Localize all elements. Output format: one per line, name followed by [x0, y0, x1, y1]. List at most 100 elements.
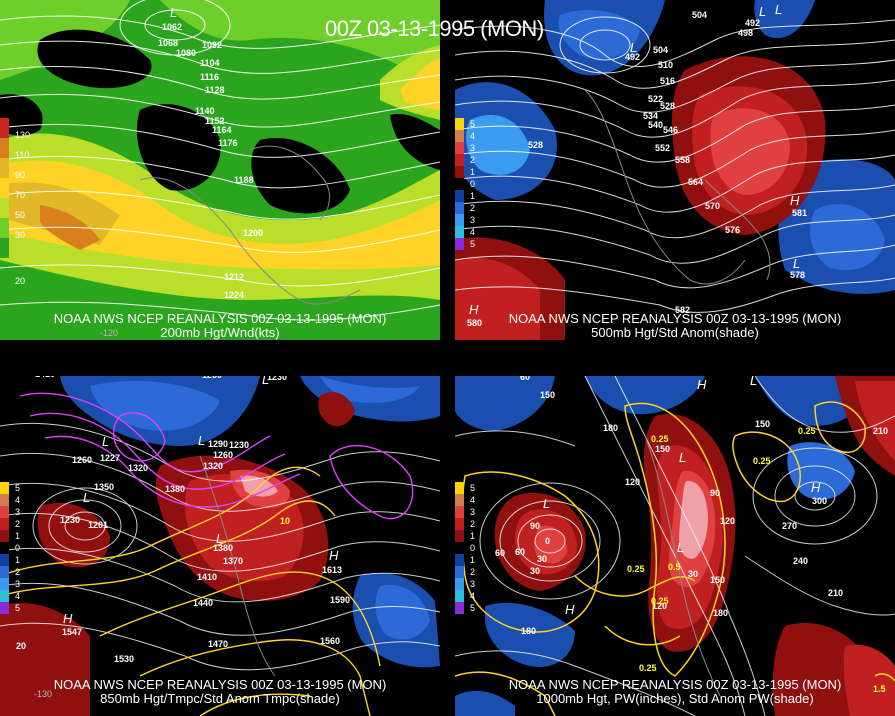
colorbar-label: 4 [15, 591, 21, 601]
low-pressure-marker: L [543, 496, 551, 511]
colorbar-label: 2 [15, 519, 21, 529]
colorbar-label: 1 [470, 167, 476, 177]
colorbar-label: 3 [470, 507, 476, 517]
contour-label: 576 [725, 225, 741, 235]
contour-label: 30 [537, 554, 548, 564]
longitude-label: -130 [34, 689, 53, 699]
colorbar-swatch [0, 518, 9, 530]
colorbar-swatch [455, 226, 464, 238]
colorbar-label: 5 [470, 119, 476, 129]
contour-label: 120 [652, 601, 668, 611]
low-pressure-marker: L [170, 5, 178, 20]
colorbar-label: 1 [470, 555, 476, 565]
colorbar-label: 2 [470, 155, 476, 165]
contour-label: 552 [655, 143, 671, 153]
contour-label: 120 [625, 477, 641, 487]
contour-label: 528 [528, 140, 544, 150]
contour-label: 558 [675, 155, 691, 165]
colorbar-swatch [455, 142, 464, 154]
pw-label: 0.25 [651, 434, 669, 444]
isotherm-label: 10 [280, 516, 291, 526]
map-200mb-canvas [0, 0, 440, 340]
contour-label: 30 [688, 569, 699, 579]
colorbar-label: 4 [470, 495, 476, 505]
pw-label: 0.25 [798, 426, 816, 436]
contour-label: 546 [663, 125, 679, 135]
colorbar-swatch [455, 166, 464, 178]
colorbar-label: 90 [15, 170, 26, 180]
contour-label: 578 [790, 270, 806, 280]
low-pressure-marker: L [775, 2, 783, 17]
contour-label: 180 [603, 423, 619, 433]
low-pressure-marker: L [793, 256, 801, 271]
colorbar-swatch [455, 238, 464, 250]
colorbar-swatch [455, 602, 464, 614]
contour-label: 1470 [208, 639, 229, 649]
footer-source: NOAA NWS NCEP REANALYSIS 00Z 03-13-1995 … [53, 311, 387, 326]
contour-label: 180 [521, 626, 537, 636]
pw-label: 0.25 [627, 564, 645, 574]
colorbar-label: 4 [15, 495, 21, 505]
colorbar-swatch [455, 178, 464, 190]
map-850mb-canvas [0, 376, 440, 716]
colorbar-label: 110 [15, 150, 30, 160]
colorbar-swatch [455, 190, 464, 202]
anomaly-colorbar: 5 4 3 2 1 0 1 2 3 4 5 [0, 482, 20, 614]
contour-label: 580 [467, 318, 483, 328]
contour-label: 1224 [224, 290, 245, 300]
high-pressure-marker: H [63, 611, 73, 626]
contour-label: 504 [653, 45, 669, 55]
contour-label: 1380 [165, 484, 186, 494]
contour-label: 60 [495, 548, 506, 558]
contour-label: 564 [688, 177, 704, 187]
contour-label: 1230 [60, 515, 81, 525]
contour-label: 492 [745, 18, 761, 28]
panel-footer: NOAA NWS NCEP REANALYSIS 00Z 03-13-1995 … [455, 678, 895, 706]
contour-label: 1068 [158, 38, 179, 48]
contour-label: 1320 [203, 461, 224, 471]
contour-label: 1260 [72, 455, 93, 465]
contour-label: 150 [540, 390, 556, 400]
contour-label: 498 [738, 28, 754, 38]
colorbar-swatch [455, 202, 464, 214]
contour-label: 240 [793, 556, 809, 566]
anomaly-colorbar: 5 4 3 2 1 0 1 2 3 4 5 [455, 118, 475, 250]
panel-footer: NOAA NWS NCEP REANALYSIS 00Z 03-13-1995 … [0, 312, 440, 340]
contour-label: 90 [530, 521, 541, 531]
footer-field: 200mb Hgt/Wnd(kts) [160, 325, 280, 340]
pw-label: 0.25 [639, 663, 657, 673]
colorbar-swatch [0, 506, 9, 518]
colorbar-swatch [0, 158, 9, 178]
footer-field: 850mb Hgt/Tmpc/Std Anom Tmpc(shade) [100, 691, 340, 706]
contour-label: 1230 [267, 376, 288, 382]
contour-label: 1410 [35, 376, 55, 379]
low-pressure-marker: L [759, 4, 767, 19]
contour-label: 1260 [213, 450, 234, 460]
contour-label: 1530 [114, 654, 135, 664]
colorbar-swatch [455, 578, 464, 590]
low-pressure-marker: L [630, 40, 638, 55]
contour-label: 1613 [322, 565, 343, 575]
contour-label: 270 [782, 521, 798, 531]
longitude-label: -120 [100, 328, 119, 338]
contour-label: 60 [515, 547, 526, 557]
contour-label: 534 [643, 111, 659, 121]
colorbar-label: 130 [15, 130, 31, 140]
contour-label: 1176 [218, 138, 238, 148]
colorbar-label: 5 [470, 483, 476, 493]
low-pressure-marker: L [677, 540, 685, 555]
colorbar-swatch [0, 602, 9, 614]
footer-field: 1000mb Hgt, PW(inches), Std Anom PW(shad… [536, 691, 814, 706]
colorbar-label: 0 [470, 179, 476, 189]
contour-label: 510 [658, 60, 674, 70]
colorbar-label: 4 [470, 591, 476, 601]
pw-label: 1.5 [873, 684, 886, 694]
pw-label: 0.5 [668, 562, 681, 572]
colorbar-swatch [455, 542, 464, 554]
colorbar-swatch [0, 566, 9, 578]
colorbar-label: 5 [470, 603, 476, 613]
colorbar-label: 0 [15, 543, 21, 553]
colorbar-swatch [0, 198, 9, 218]
footer-source: NOAA NWS NCEP REANALYSIS 00Z 03-13-1995 … [508, 677, 842, 692]
contour-label: 60 [520, 376, 531, 382]
